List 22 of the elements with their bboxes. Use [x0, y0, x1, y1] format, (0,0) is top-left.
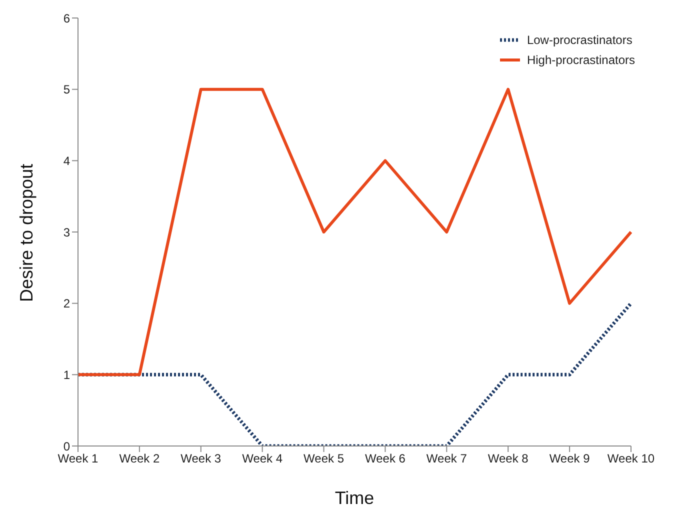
y-tick-label: 0 [63, 439, 70, 454]
x-tick-label: Week 10 [607, 452, 655, 466]
x-tick-label: Week 4 [242, 452, 283, 466]
legend-label: Low-procrastinators [526, 32, 632, 49]
x-tick-label: Week 5 [304, 452, 344, 466]
legend-label: High-procrastinators [526, 52, 635, 69]
y-tick-label: 5 [63, 82, 70, 97]
x-tick-label: Week 1 [58, 452, 99, 466]
x-tick-label: Week 2 [119, 452, 160, 466]
y-tick-label: 3 [63, 225, 70, 240]
x-tick-label: Week 8 [488, 452, 529, 466]
y-axis-title: Desire to dropout [16, 164, 36, 302]
x-tick-label: Week 3 [180, 452, 222, 466]
x-tick-label: Week 7 [426, 452, 468, 466]
y-tick-label: 1 [63, 368, 70, 382]
x-tick-label: Week 6 [364, 452, 406, 466]
x-tick-label: Week 9 [549, 452, 590, 466]
line-series [76, 88, 632, 376]
y-tick-label: 6 [63, 11, 70, 26]
y-tick-label: 4 [63, 154, 70, 168]
y-tick-label: 2 [63, 296, 70, 311]
x-axis-title: Time [334, 488, 374, 508]
